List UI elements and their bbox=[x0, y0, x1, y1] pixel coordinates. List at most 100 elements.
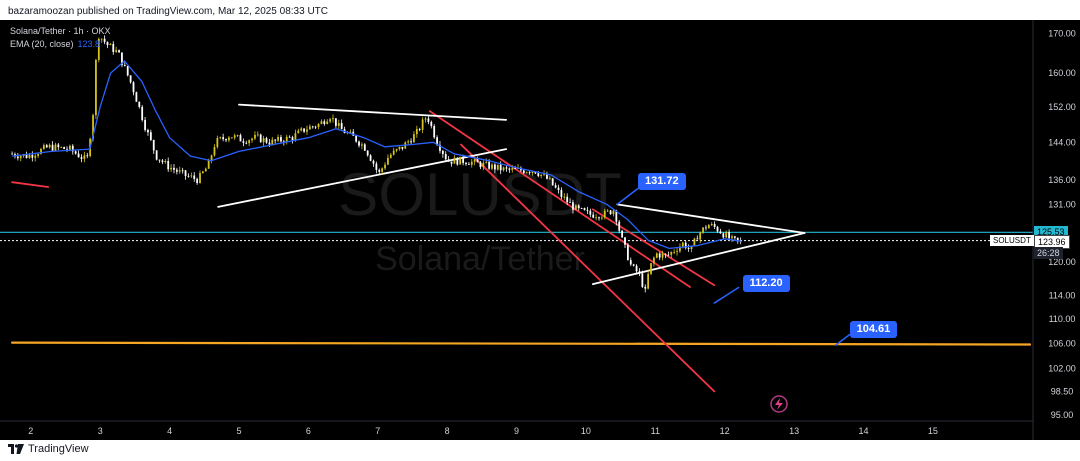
candle-body bbox=[702, 227, 704, 233]
x-tick-label: 4 bbox=[167, 426, 172, 436]
y-tick-label: 106.00 bbox=[1048, 338, 1076, 348]
candle-body bbox=[433, 125, 436, 138]
x-tick-label: 5 bbox=[236, 426, 241, 436]
candle-body bbox=[624, 237, 626, 245]
candle-body bbox=[641, 273, 644, 287]
candle-body bbox=[349, 131, 352, 133]
candle-body bbox=[439, 144, 441, 151]
candle-body bbox=[395, 149, 398, 151]
y-tick-label: 160.00 bbox=[1048, 68, 1076, 78]
candle-body bbox=[586, 210, 589, 211]
candle-body bbox=[638, 271, 641, 274]
candle-body bbox=[294, 133, 297, 140]
candle-body bbox=[201, 171, 204, 174]
candle-body bbox=[528, 172, 531, 174]
candle-body bbox=[271, 139, 274, 145]
triangle-bottom-right-line bbox=[591, 232, 806, 286]
candle-body bbox=[713, 224, 716, 227]
tradingview-brand[interactable]: TradingView bbox=[8, 443, 89, 455]
candle-body bbox=[149, 132, 152, 140]
candle-body bbox=[537, 173, 540, 177]
axis-layer: 170.00 160.00 152.00 144.00 136.00 131.00 120.… bbox=[0, 20, 1080, 441]
y-tick-label: 114.00 bbox=[1049, 291, 1076, 301]
candle-body bbox=[502, 167, 505, 171]
flash-icon[interactable] bbox=[770, 395, 788, 413]
candle-body bbox=[548, 178, 551, 180]
y-tick-label: 120.00 bbox=[1048, 257, 1076, 267]
candle-body bbox=[658, 253, 661, 258]
candle-body bbox=[161, 160, 164, 163]
candle-body bbox=[589, 210, 592, 215]
candle-body bbox=[705, 227, 707, 229]
candle-body bbox=[505, 167, 508, 169]
candle-body bbox=[710, 224, 713, 226]
publisher-line: bazaramoozan published on TradingView.co… bbox=[8, 6, 329, 17]
candle-body bbox=[421, 119, 424, 130]
symbol-tag: SOLUSDT bbox=[990, 234, 1034, 246]
candle-body bbox=[655, 253, 658, 258]
candle-body bbox=[31, 154, 34, 158]
x-tick-label: 3 bbox=[98, 426, 103, 436]
candle-body bbox=[323, 121, 326, 125]
candle-body bbox=[485, 161, 488, 163]
callout-112-20[interactable]: 112.20 bbox=[742, 274, 790, 292]
candle-body bbox=[731, 236, 733, 239]
callout-104-61[interactable]: 104.61 bbox=[849, 320, 898, 338]
candle-body bbox=[317, 124, 320, 127]
candle-body bbox=[311, 126, 314, 128]
candle-body bbox=[332, 118, 334, 120]
x-tick-label: 14 bbox=[858, 426, 868, 436]
candle-body bbox=[184, 170, 187, 176]
candle-body bbox=[494, 164, 496, 170]
candle-body bbox=[514, 168, 517, 170]
watermark-layer: SOLUSDT Solana/Tether bbox=[338, 161, 621, 278]
candle-body bbox=[74, 151, 77, 154]
candle-body bbox=[679, 246, 681, 252]
candle-body bbox=[225, 139, 227, 141]
pointer-112-20 bbox=[713, 286, 740, 304]
candle-body bbox=[245, 142, 248, 144]
candle-body bbox=[577, 205, 580, 209]
candle-body bbox=[603, 210, 606, 218]
countdown-tag: 26:28 bbox=[1034, 246, 1063, 259]
candle-body bbox=[361, 144, 363, 146]
candle-body bbox=[606, 210, 609, 212]
candle-body bbox=[690, 245, 693, 249]
candle-body bbox=[57, 144, 60, 148]
candle-body bbox=[34, 155, 37, 158]
callout-131-72[interactable]: 131.72 bbox=[637, 172, 686, 190]
watermark-symbol: SOLUSDT bbox=[338, 161, 621, 228]
candle-body bbox=[366, 150, 369, 156]
candle-body bbox=[100, 38, 103, 40]
x-tick-label: 2 bbox=[28, 426, 33, 436]
candle-body bbox=[54, 144, 57, 151]
candle-body bbox=[378, 169, 381, 172]
channel-middle-line bbox=[591, 208, 716, 287]
candle-body bbox=[25, 154, 28, 158]
candle-body bbox=[251, 138, 253, 141]
candle-body bbox=[213, 147, 216, 156]
candle-body bbox=[566, 196, 569, 203]
candle-body bbox=[644, 286, 647, 289]
price-chart[interactable]: SOLUSDT Solana/Tether 170.00 160.00 152.00… bbox=[0, 20, 1080, 441]
candle-body bbox=[222, 137, 225, 140]
candle-body bbox=[118, 50, 120, 53]
candle-body bbox=[369, 155, 372, 161]
candle-body bbox=[650, 263, 652, 274]
candle-body bbox=[181, 170, 184, 172]
candle-body bbox=[664, 253, 667, 255]
candle-body bbox=[563, 196, 566, 198]
candle-body bbox=[447, 159, 450, 162]
chart-area[interactable]: SOLUSDT Solana/Tether 170.00 160.00 152.00… bbox=[0, 20, 1080, 441]
candle-body bbox=[45, 145, 48, 148]
candle-body bbox=[470, 161, 473, 165]
candle-body bbox=[314, 126, 317, 128]
candle-body bbox=[178, 170, 181, 172]
candle-body bbox=[340, 123, 343, 130]
candle-body bbox=[696, 238, 699, 240]
candle-body bbox=[66, 148, 68, 150]
channel-top-line bbox=[428, 110, 691, 288]
candle-body bbox=[629, 260, 632, 265]
drawing-layer bbox=[0, 103, 1033, 393]
candle-body bbox=[329, 119, 332, 122]
